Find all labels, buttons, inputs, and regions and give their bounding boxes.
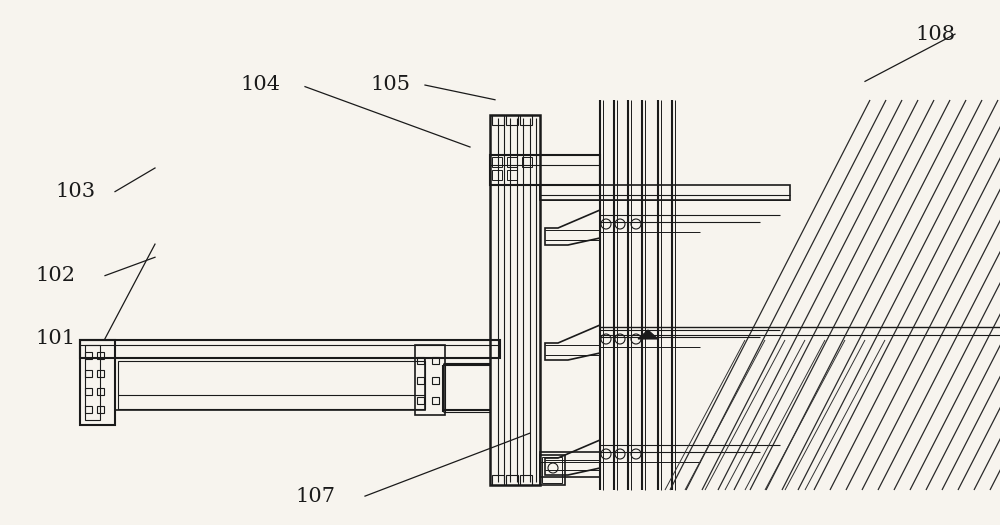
Bar	[490, 115, 540, 485]
Polygon shape	[638, 330, 658, 339]
Bar	[416, 356, 424, 363]
Bar	[492, 115, 504, 125]
Text: 103: 103	[55, 182, 95, 201]
Bar	[542, 457, 562, 483]
Bar	[507, 157, 517, 167]
Bar	[416, 396, 424, 404]
Text: 104: 104	[240, 75, 280, 93]
Bar	[416, 376, 424, 383]
Bar	[80, 340, 115, 425]
Bar	[118, 361, 425, 409]
Text: 108: 108	[915, 25, 955, 44]
Bar	[490, 155, 600, 185]
Text: 105: 105	[370, 75, 410, 93]
Bar	[432, 376, 438, 383]
Text: 102: 102	[35, 266, 75, 285]
Bar	[84, 387, 92, 394]
Bar	[84, 352, 92, 359]
Bar	[96, 370, 104, 376]
Bar	[80, 340, 500, 358]
Bar	[540, 455, 565, 485]
Bar	[84, 405, 92, 413]
Bar	[540, 185, 790, 200]
Bar	[415, 345, 445, 415]
Text: 101: 101	[35, 329, 75, 348]
Bar	[96, 387, 104, 394]
Bar	[96, 405, 104, 413]
Bar	[520, 115, 532, 125]
Bar	[85, 345, 100, 420]
Bar	[492, 170, 502, 180]
Bar	[432, 356, 438, 363]
Bar	[432, 396, 438, 404]
Bar	[492, 475, 504, 485]
Bar	[520, 475, 532, 485]
Bar	[115, 358, 425, 410]
Bar	[507, 170, 517, 180]
Bar	[96, 352, 104, 359]
Bar	[492, 157, 502, 167]
Text: 107: 107	[295, 487, 335, 506]
Bar	[522, 157, 532, 167]
Bar	[540, 452, 600, 477]
Bar	[84, 370, 92, 376]
Bar	[506, 115, 518, 125]
Bar	[506, 475, 518, 485]
